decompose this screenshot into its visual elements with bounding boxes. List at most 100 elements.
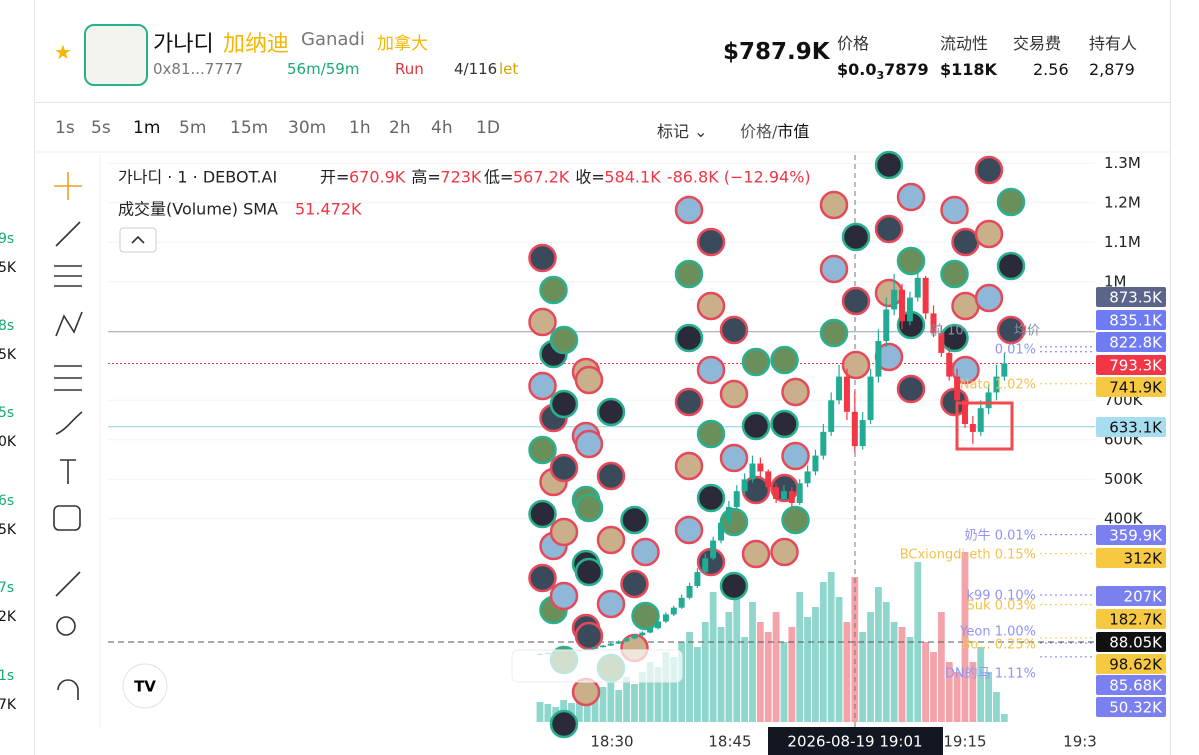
order-annotation: 前 10 xyxy=(930,323,964,339)
trader-avatar xyxy=(974,155,1004,185)
volume-bar xyxy=(788,627,796,722)
zoom-controls[interactable] xyxy=(511,649,683,683)
candle-body xyxy=(977,408,984,432)
candle-body xyxy=(678,597,685,608)
volume-bar xyxy=(733,582,741,722)
volume-bar xyxy=(662,652,670,722)
trader-avatar xyxy=(841,350,871,380)
legend-value: 584.1K xyxy=(604,168,661,187)
volume-bar xyxy=(819,582,827,722)
trader-avatar xyxy=(974,219,1004,249)
volume-bar xyxy=(741,637,749,722)
marks-button[interactable]: 标记 ⌄ xyxy=(657,122,708,141)
candle-body xyxy=(836,376,843,401)
stat-label: 价格 xyxy=(837,34,870,53)
volume-bar xyxy=(827,572,835,722)
interval[interactable]: 1h xyxy=(349,118,371,138)
order-annotation: 奶牛 0.01% xyxy=(965,529,1036,544)
trader-avatar xyxy=(674,515,704,545)
trader-avatar xyxy=(996,187,1026,217)
candle-body xyxy=(985,392,992,409)
candle-body xyxy=(828,400,835,432)
volume-bar xyxy=(922,642,930,722)
volume-bar xyxy=(607,682,615,722)
tv-logo-text: TV xyxy=(134,678,156,696)
interval[interactable]: 1m xyxy=(133,118,161,138)
candle-body xyxy=(914,277,921,298)
trader-avatar xyxy=(719,443,749,473)
age-sep: / xyxy=(320,60,326,78)
stat-value: 2,879 xyxy=(1089,60,1135,79)
trader-avatar xyxy=(549,389,579,419)
price-suffix: 7879 xyxy=(884,60,929,79)
address[interactable]: 0x81...7777 xyxy=(153,60,243,78)
volume-bar xyxy=(544,704,552,722)
volume-bar xyxy=(859,632,867,722)
interval[interactable]: 1s xyxy=(55,118,75,138)
highlight-box xyxy=(955,401,1014,451)
price-label: 182.7K xyxy=(1109,611,1163,629)
stat: 持有人 2,879 xyxy=(1089,30,1137,79)
volume-bar xyxy=(914,562,922,722)
candle-body xyxy=(922,277,929,314)
interval[interactable]: 1D xyxy=(476,118,500,138)
crosshair-label: 2026-08-19 19:01 xyxy=(787,733,922,751)
volume-bar xyxy=(843,622,851,722)
sidebar-item: 5s xyxy=(0,405,15,421)
candle-body xyxy=(733,491,740,507)
volume-bar xyxy=(772,612,780,722)
stat: 交易费 2.56 xyxy=(1013,30,1069,79)
trader-avatar xyxy=(528,307,557,337)
interval[interactable]: 2h xyxy=(389,118,411,138)
price-label: 835.1K xyxy=(1109,312,1163,330)
candle-body xyxy=(702,558,709,573)
volume-label: 成交量(Volume) SMA xyxy=(118,200,278,219)
price-label: 633.1K xyxy=(1109,419,1163,437)
divider xyxy=(35,102,1170,103)
volume-bar xyxy=(953,672,961,722)
legend-value: 723K xyxy=(440,168,482,187)
legend-label: 开= xyxy=(320,168,349,187)
trader-avatar xyxy=(574,493,604,523)
y-tick-label: 1.3M xyxy=(1104,154,1141,172)
legend-value: 567.2K xyxy=(513,168,570,187)
age-b: 59m xyxy=(325,60,360,78)
collapse-button[interactable] xyxy=(119,227,157,253)
price-label-box xyxy=(1096,310,1166,330)
token-name-cn: 加纳迪 xyxy=(223,32,290,57)
trader-avatar xyxy=(940,259,969,289)
holders-ratio: 4/116 xyxy=(454,60,498,78)
candle-body xyxy=(780,491,787,500)
star[interactable]: ★ xyxy=(54,40,72,64)
trader-avatar xyxy=(539,275,568,305)
candle-body xyxy=(954,376,961,401)
trader-avatar xyxy=(696,355,726,385)
trader-avatar xyxy=(719,507,749,537)
stat-value: 2.56 xyxy=(1033,60,1069,79)
trader-avatar xyxy=(549,325,579,355)
order-annotation: 均价 xyxy=(1014,324,1040,339)
sidebar-item: 7K xyxy=(0,697,17,713)
interval[interactable]: 5m xyxy=(179,118,207,138)
trader-avatar xyxy=(674,323,704,353)
candle-body xyxy=(1001,363,1008,377)
trader-avatar xyxy=(528,435,557,465)
price-label: 207K xyxy=(1124,588,1164,606)
trader-avatar xyxy=(696,419,726,449)
volume-bar xyxy=(725,612,733,722)
price-toggle[interactable]: 价格/市值 xyxy=(740,118,809,142)
volume-bar xyxy=(583,692,591,722)
trader-avatar xyxy=(741,539,771,569)
interval[interactable]: 15m xyxy=(230,118,269,138)
trader-avatar xyxy=(996,315,1026,345)
trader-avatar xyxy=(940,195,969,225)
price-label-box xyxy=(1096,586,1166,606)
interval[interactable]: 5s xyxy=(91,118,111,138)
candle-body xyxy=(631,635,638,639)
candle-body xyxy=(906,297,913,322)
volume-bar xyxy=(898,627,906,722)
interval[interactable]: 4h xyxy=(431,118,453,138)
interval[interactable]: 30m xyxy=(288,118,327,138)
price-label-box xyxy=(1096,632,1166,652)
trader-avatar xyxy=(770,345,799,375)
